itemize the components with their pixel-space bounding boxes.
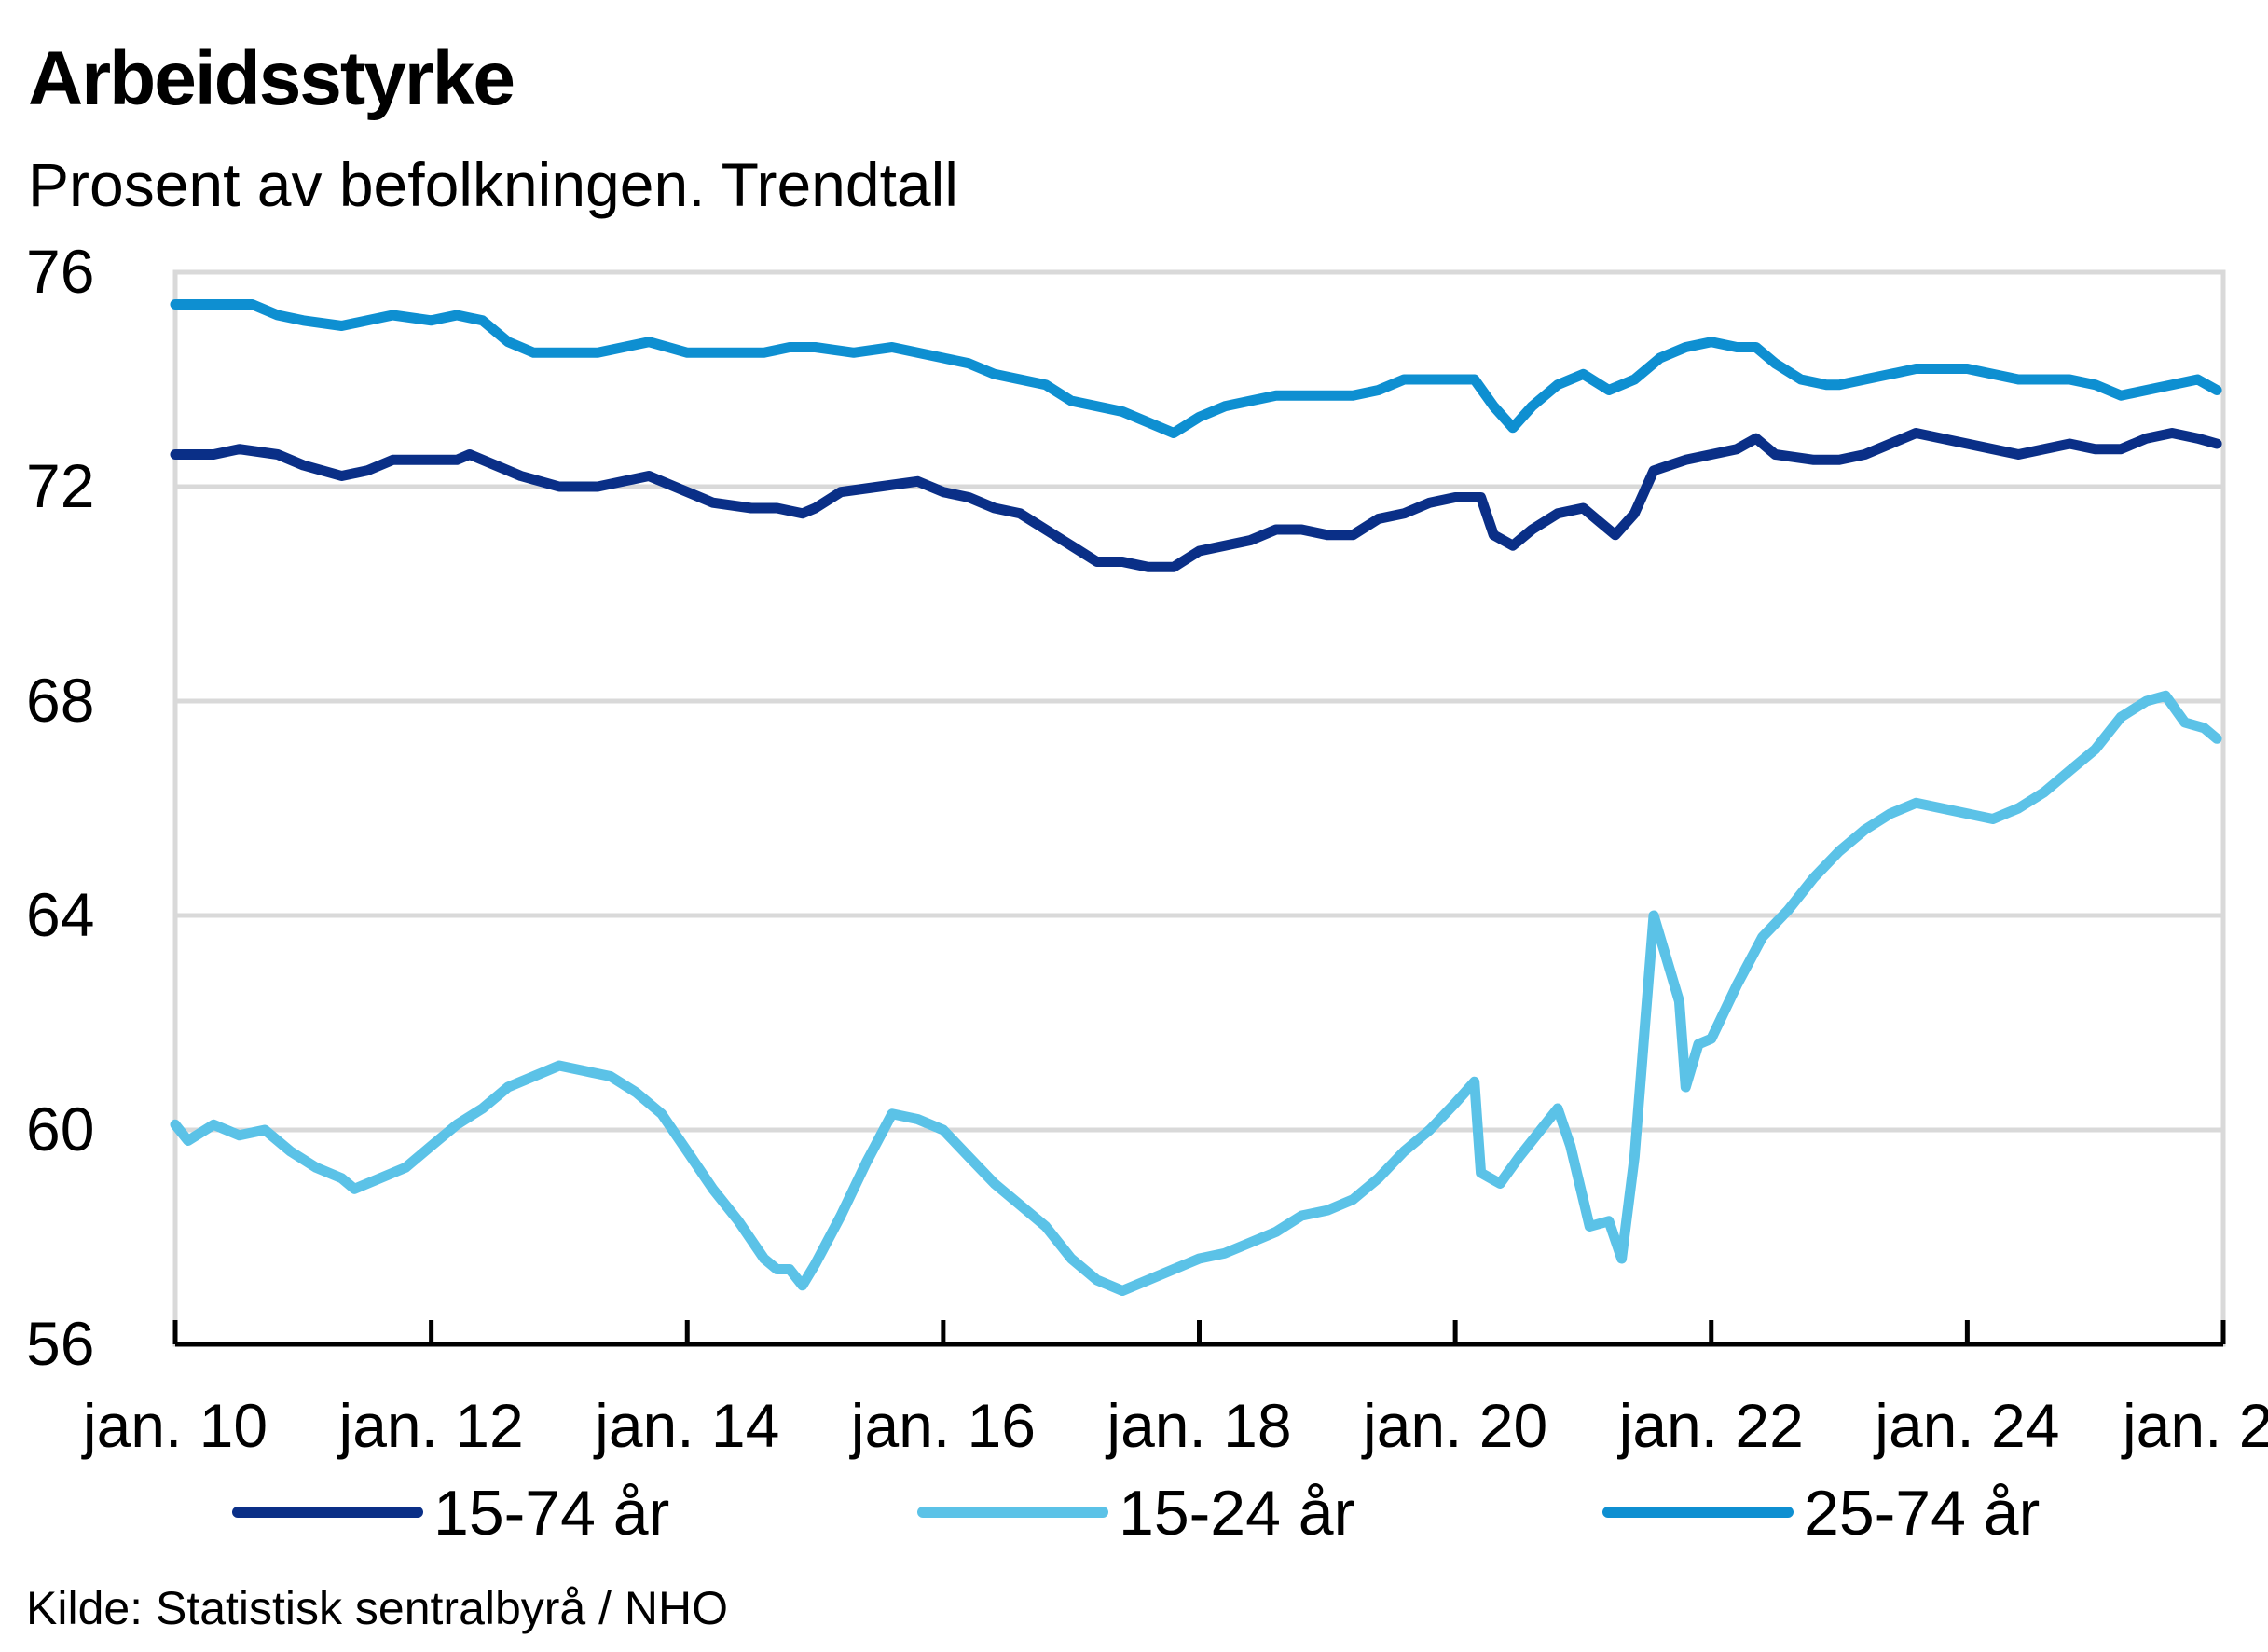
source-note: Kilde: Statistisk sentralbyrå / NHO — [26, 1582, 729, 1634]
y-tick-label: 72 — [26, 451, 94, 520]
legend: 15-74 år 15-24 år 25-74 år — [232, 1478, 2040, 1549]
x-tick-label: jan. 2 — [2121, 1391, 2268, 1460]
chart-subtitle: Prosent av befolkningen. Trendtall — [28, 150, 958, 219]
x-tick-label: jan. 20 — [1361, 1391, 1547, 1460]
x-tick-label: jan. 22 — [1617, 1391, 1804, 1460]
y-tick-label: 60 — [26, 1094, 94, 1163]
legend-label: 15-74 år — [433, 1478, 669, 1549]
series-line-25-74-r — [170, 299, 2222, 438]
x-axis-ticks: jan. 10 jan. 12 jan. 14 jan. 16 jan. 18 jan. … — [81, 1320, 2268, 1460]
x-tick-label: jan. 12 — [337, 1391, 524, 1460]
y-tick-label: 68 — [26, 666, 94, 735]
series-line-15-74-r — [170, 428, 2222, 572]
x-tick-label: jan. 14 — [593, 1391, 779, 1460]
y-tick-label: 64 — [26, 880, 94, 949]
legend-label: 15-24 år — [1119, 1478, 1354, 1549]
y-axis-ticks: 56 60 64 68 72 76 — [26, 237, 94, 1378]
x-tick-label: jan. 18 — [1105, 1391, 1291, 1460]
y-tick-label: 76 — [26, 237, 94, 306]
x-tick-label: jan. 16 — [849, 1391, 1036, 1460]
gridlines — [172, 269, 2226, 1347]
x-tick-label: jan. 10 — [81, 1391, 268, 1460]
series-line-15-24-r — [170, 690, 2222, 1296]
series-lines — [170, 299, 2222, 1296]
legend-label: 25-74 år — [1804, 1478, 2040, 1549]
x-tick-label: jan. 24 — [1873, 1391, 2059, 1460]
y-tick-label: 56 — [26, 1309, 94, 1378]
chart-title: Arbeidsstyrke — [28, 36, 515, 121]
